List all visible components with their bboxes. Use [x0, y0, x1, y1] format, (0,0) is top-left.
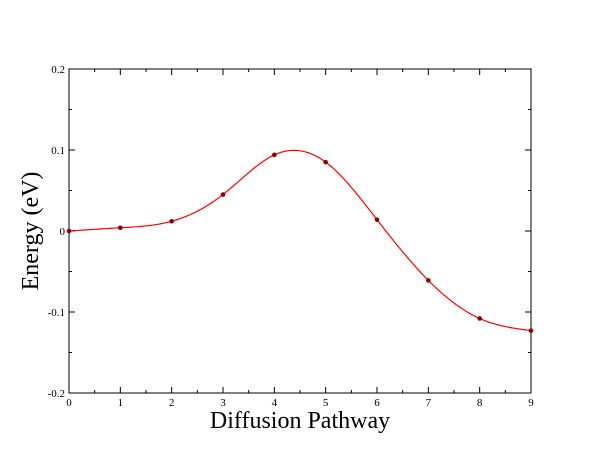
- x-tick-label: 6: [374, 397, 380, 409]
- data-point: [323, 159, 328, 165]
- x-tick-label: 0: [66, 397, 72, 409]
- data-point: [66, 228, 72, 234]
- y-axis-title: Energy (eV): [18, 172, 44, 291]
- x-tick-label: 2: [169, 397, 175, 409]
- x-tick-label: 4: [272, 397, 278, 409]
- x-tick-label: 7: [426, 397, 432, 409]
- y-tick-label: 0: [60, 226, 66, 238]
- tick-labels: 0 1 2 3 4 5 6 7 8 9 -0.2 -0.1 0 0.1 0.2: [48, 64, 535, 409]
- data-point: [169, 218, 174, 224]
- y-tick-label: -0.1: [48, 307, 65, 319]
- x-tick-label: 9: [528, 397, 534, 409]
- data-point: [118, 225, 123, 231]
- x-tick-label: 5: [323, 397, 329, 409]
- x-axis-title: Diffusion Pathway: [210, 408, 390, 434]
- data-point: [528, 328, 534, 333]
- y-tick-label: 0.2: [51, 64, 65, 76]
- y-tick-label: 0.1: [51, 145, 65, 157]
- data-points: [66, 152, 534, 333]
- data-point: [374, 217, 380, 222]
- data-point: [272, 152, 277, 158]
- x-tick-label: 3: [220, 397, 226, 409]
- data-point: [220, 192, 226, 197]
- x-tick-label: 1: [118, 397, 124, 409]
- y-tick-label: -0.2: [48, 388, 65, 400]
- data-point: [426, 278, 431, 283]
- axis-ticks: [68, 68, 532, 394]
- energy-curve: [68, 149, 532, 332]
- plot-frame: [68, 68, 532, 394]
- data-point: [477, 316, 482, 321]
- x-tick-label: 8: [477, 397, 483, 409]
